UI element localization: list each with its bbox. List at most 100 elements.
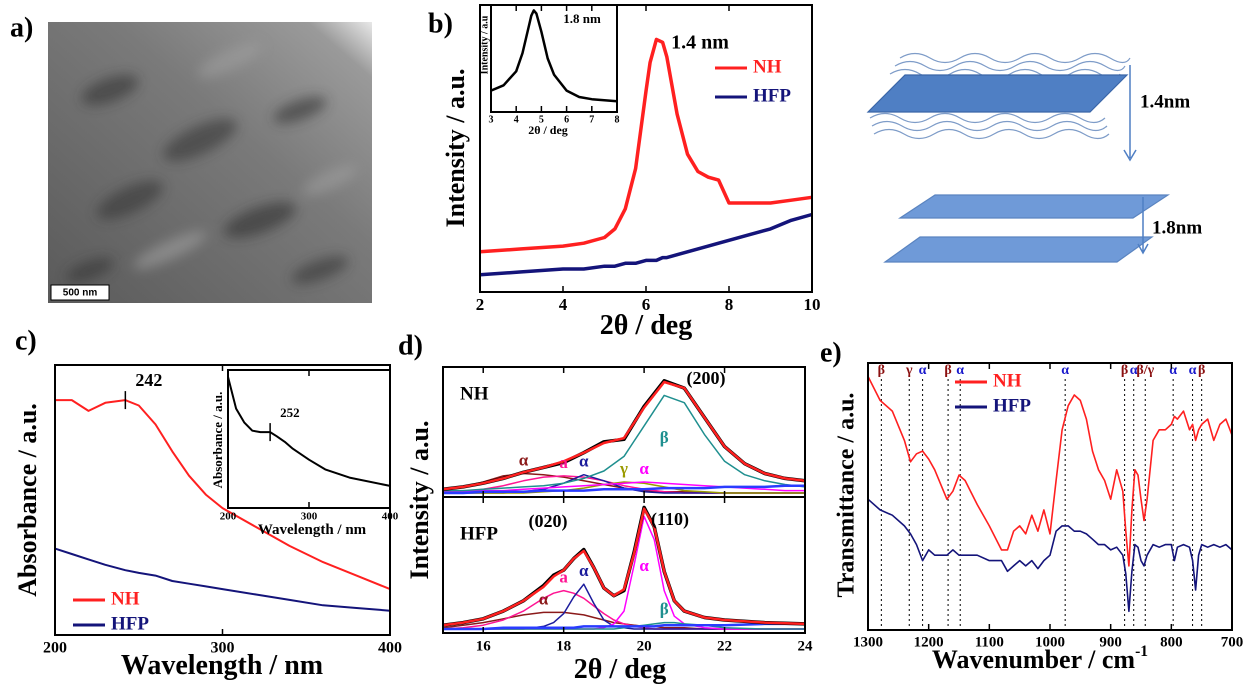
- x-axis-label-text: Wavelength / nm: [121, 650, 323, 681]
- x-tick-label: 18: [556, 638, 571, 654]
- annotation: (020): [529, 511, 568, 532]
- x-axis-label-text: Wavelength / nm: [258, 522, 367, 538]
- x-axis-label-text: 2θ / deg: [528, 123, 568, 137]
- tem-image: [48, 22, 372, 303]
- y-axis-label: Transmittance / a.u.: [834, 393, 860, 598]
- legend-label: HFP: [111, 613, 149, 634]
- legend-label: HFP: [993, 395, 1031, 416]
- x-tick-label: 16: [476, 638, 492, 654]
- series-line: [55, 399, 391, 591]
- x-tick-label: 7: [589, 114, 594, 125]
- x-axis-label-sup: -1: [1135, 643, 1148, 660]
- y-axis-label: Absorbance / a.u.: [210, 392, 225, 489]
- band-label: β: [944, 363, 951, 378]
- band-label: α: [1130, 363, 1138, 378]
- x-tick-label: 5: [539, 114, 544, 125]
- x-tick-label: 8: [725, 295, 734, 314]
- component-label: α: [579, 561, 589, 580]
- subplot-title: HFP: [460, 523, 498, 544]
- series-line: [490, 9, 618, 103]
- spacing-label: 1.4nm: [1140, 91, 1190, 112]
- y-axis-label: Intensity / a.u: [479, 15, 490, 74]
- legend-label: NH: [111, 588, 140, 609]
- band-label: α: [919, 363, 927, 378]
- component-label: α: [519, 450, 529, 469]
- annotation: (200): [687, 368, 726, 389]
- x-tick-label: 24: [798, 638, 814, 654]
- annotation: 1.8 nm: [563, 11, 601, 26]
- x-tick-label: 200: [220, 511, 237, 523]
- series-line: [54, 547, 391, 612]
- band-label: α: [1061, 363, 1069, 378]
- series-line: [442, 507, 806, 627]
- component-label: a: [559, 453, 568, 472]
- x-tick-label: 6: [642, 295, 651, 314]
- panel-label: d): [398, 330, 423, 361]
- component-label: β: [660, 600, 669, 619]
- plot-area: [228, 370, 390, 508]
- band-label: β: [878, 363, 885, 378]
- band-label: β: [1121, 363, 1128, 378]
- panel-label: e): [820, 337, 842, 368]
- x-tick-label: 300: [301, 511, 318, 523]
- band-label: β: [1198, 363, 1205, 378]
- component-label: α: [579, 452, 589, 471]
- band-label: α: [956, 363, 964, 378]
- x-axis-label: 2θ / deg: [574, 654, 666, 685]
- x-tick-label: 300: [211, 640, 235, 657]
- panel-label: c): [15, 325, 37, 356]
- legend-label: NH: [993, 370, 1022, 391]
- x-tick-label: 20: [637, 638, 652, 654]
- annotation: (110): [651, 509, 689, 530]
- component-label: a: [559, 568, 568, 587]
- band-label: α: [1169, 363, 1177, 378]
- y-axis-label: Absorbance / a.u.: [13, 403, 42, 597]
- x-tick-label: 4: [514, 114, 519, 125]
- layer-diagram: [866, 52, 1171, 263]
- x-axis-label-text: 2θ / deg: [600, 310, 692, 341]
- band-label: α: [1189, 363, 1197, 378]
- plot-area: [868, 363, 1232, 630]
- y-axis-label: Intensity / a.u.: [405, 421, 434, 580]
- component-label: α: [539, 589, 549, 608]
- band-label: γ: [905, 363, 913, 378]
- component-label: α: [639, 556, 649, 575]
- series-line: [867, 376, 1233, 567]
- x-tick-label: 900: [1099, 634, 1122, 650]
- peak-label: 252: [280, 405, 300, 420]
- x-tick-label: 1100: [975, 634, 1004, 650]
- x-axis-label: Wavelength / nm: [258, 522, 367, 538]
- plot-frame: [442, 496, 806, 634]
- series-line: [479, 212, 813, 277]
- x-axis-label: 2θ / deg: [600, 310, 692, 341]
- legend-label: NH: [753, 56, 782, 77]
- series-line: [442, 611, 805, 630]
- component-label: γ: [619, 459, 628, 478]
- x-axis-label-text: Wavenumber / cm: [932, 645, 1136, 674]
- x-tick-label: 400: [378, 640, 402, 657]
- x-tick-label: 1000: [1035, 634, 1065, 650]
- x-axis-label: 2θ / deg: [528, 123, 568, 137]
- plot-frame: [490, 4, 618, 113]
- panel-label: b): [428, 8, 453, 39]
- x-tick-label: 6: [564, 114, 569, 125]
- panel-label: a): [10, 12, 33, 43]
- x-tick-label: 3: [489, 114, 494, 125]
- x-tick-label: 2: [476, 295, 485, 314]
- x-tick-label: 200: [43, 640, 67, 657]
- annotation: 1.4 nm: [671, 32, 729, 54]
- x-tick-label: 22: [717, 638, 732, 654]
- x-axis-label: Wavelength / nm: [121, 650, 323, 681]
- band-label: β/γ: [1136, 363, 1154, 378]
- x-tick-label: 400: [382, 511, 399, 523]
- y-axis-label: Intensity / a.u.: [441, 69, 470, 228]
- x-tick-label: 700: [1221, 634, 1243, 650]
- x-tick-label: 4: [559, 295, 568, 314]
- plot-area: [491, 5, 617, 112]
- x-axis-label: Wavenumber / cm-1: [932, 643, 1148, 674]
- series-line: [227, 376, 391, 487]
- component-label: α: [639, 459, 649, 478]
- scale-bar-label: 500 nm: [63, 288, 98, 299]
